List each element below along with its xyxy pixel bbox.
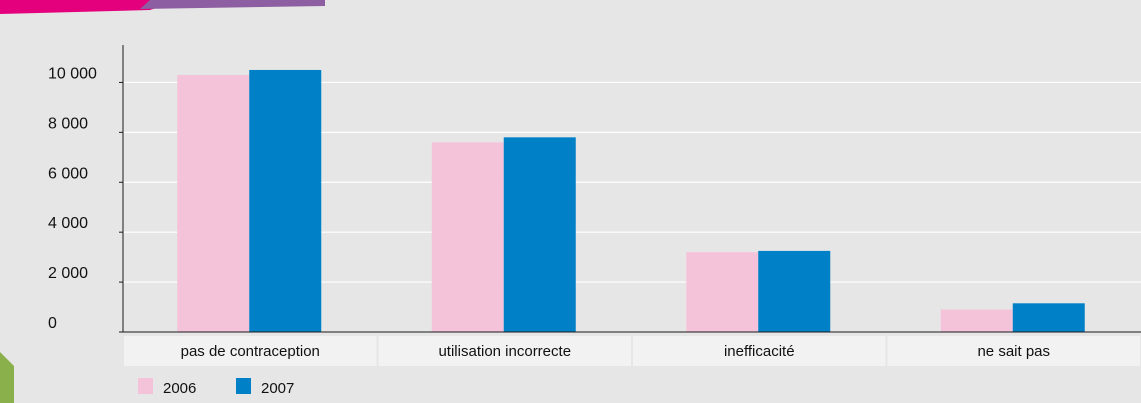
corner-green-shape <box>0 352 14 403</box>
banner-pink-stripe <box>0 0 180 14</box>
category-band <box>887 336 1140 366</box>
bar-2006 <box>177 74 250 333</box>
y-tick-label: 8 000 <box>48 115 88 132</box>
y-tick-label: 2 000 <box>48 265 88 282</box>
legend-label-2007: 2007 <box>261 380 294 397</box>
category-label: pas de contraception <box>181 343 320 360</box>
legend-label-2006: 2006 <box>163 380 196 397</box>
axis-layer <box>119 45 1141 333</box>
label-layer: 0 2 000 4 000 6 000 8 000 10 000 pas de contra… <box>48 65 1050 360</box>
y-tick-label: 0 <box>48 315 57 332</box>
legend-swatch-2006 <box>138 378 153 394</box>
bar-2007 <box>758 250 831 332</box>
bar-2006 <box>431 142 504 332</box>
bar-layer <box>177 69 1085 333</box>
legend: 2006 2007 <box>138 378 294 397</box>
category-band-layer <box>124 336 1140 366</box>
legend-swatch-2007 <box>236 378 251 394</box>
category-band <box>633 336 886 366</box>
y-tick-label: 4 000 <box>48 215 88 232</box>
bar-2006 <box>686 252 759 332</box>
bar-2007 <box>503 137 576 332</box>
bar-2007 <box>249 69 322 333</box>
y-tick-label: 10 000 <box>48 65 97 82</box>
decor-layer <box>0 0 325 403</box>
y-tick-label: 6 000 <box>48 165 88 182</box>
category-band <box>124 336 377 366</box>
category-label: inefficacité <box>724 343 795 360</box>
banner-purple-stripe <box>140 0 325 9</box>
category-label: utilisation incorrecte <box>438 343 571 360</box>
category-label: ne sait pas <box>977 343 1050 360</box>
bar-2007 <box>1012 303 1085 332</box>
category-band <box>378 336 631 366</box>
bar-2006 <box>940 309 1013 332</box>
